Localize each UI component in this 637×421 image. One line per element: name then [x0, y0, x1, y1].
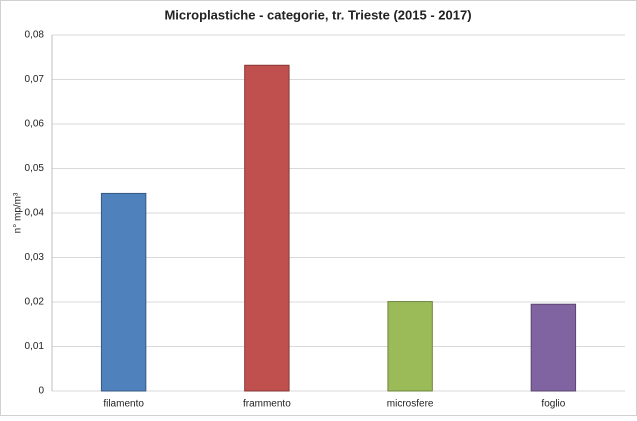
bar [100, 192, 147, 392]
y-tick-label: 0,01 [25, 341, 45, 352]
bar [530, 303, 577, 392]
y-tick-label: 0,05 [25, 163, 45, 174]
x-tick-label: filamento [103, 399, 144, 410]
bar [387, 301, 433, 392]
x-tick-label: frammento [243, 399, 291, 410]
y-tick-label: 0,03 [25, 252, 45, 263]
x-tick-label: microsfere [387, 399, 434, 410]
y-tick-label: 0,07 [25, 74, 45, 85]
y-tick-label: 0 [38, 386, 44, 397]
y-axis-label: n° mp/m³ [13, 192, 24, 233]
y-tick-label: 0,02 [25, 297, 45, 308]
y-tick-label: 0,08 [25, 30, 45, 41]
y-tick-label: 0,04 [25, 208, 45, 219]
y-tick-label: 0,06 [25, 119, 45, 130]
bar [244, 64, 290, 392]
chart-title: Microplastiche - categorie, tr. Trieste … [164, 7, 471, 22]
x-tick-label: foglio [541, 399, 565, 410]
